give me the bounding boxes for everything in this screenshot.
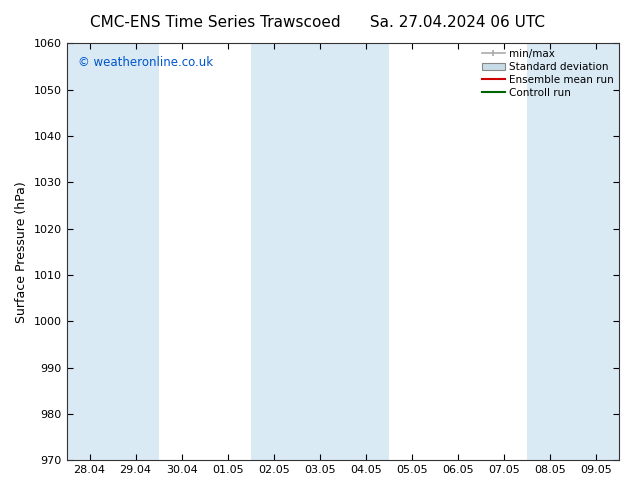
- Bar: [527, 44, 619, 460]
- Y-axis label: Surface Pressure (hPa): Surface Pressure (hPa): [15, 181, 28, 323]
- Bar: [250, 44, 389, 460]
- Text: CMC-ENS Time Series Trawscoed      Sa. 27.04.2024 06 UTC: CMC-ENS Time Series Trawscoed Sa. 27.04.…: [89, 15, 545, 30]
- Text: © weatheronline.co.uk: © weatheronline.co.uk: [77, 56, 213, 69]
- Legend: min/max, Standard deviation, Ensemble mean run, Controll run: min/max, Standard deviation, Ensemble me…: [482, 49, 614, 98]
- Bar: [67, 44, 158, 460]
